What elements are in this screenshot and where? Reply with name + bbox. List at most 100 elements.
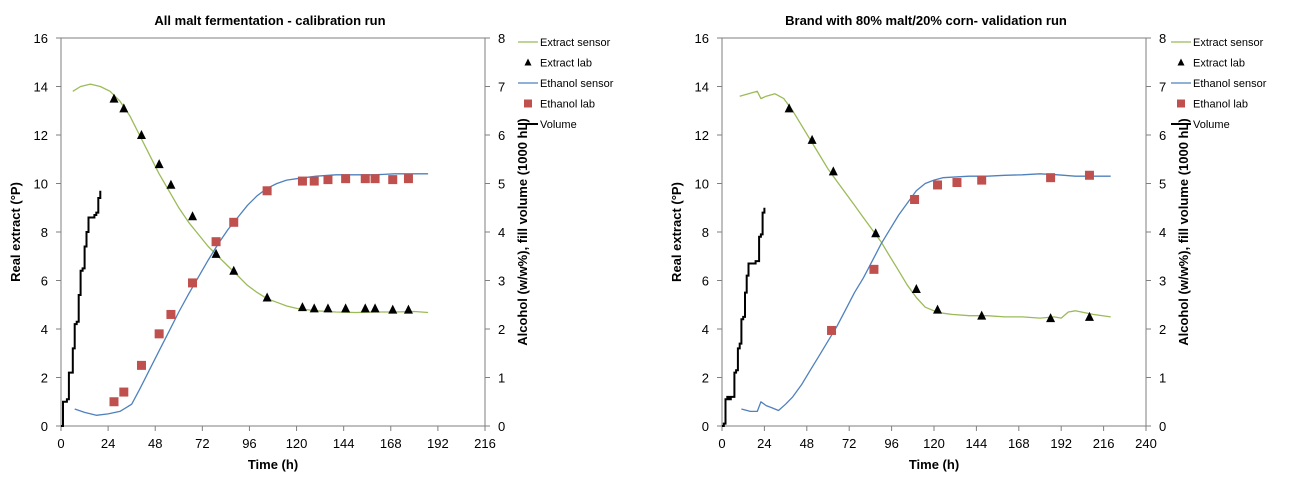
ethanol-lab-point [188, 278, 198, 288]
y2-axis-label: Alcohol (w/w%), fill volume (1000 hL) [515, 118, 530, 346]
x-tick-label: 24 [757, 436, 771, 451]
x-tick-label: 96 [884, 436, 898, 451]
series-ethanol-lab [109, 174, 413, 407]
legend-swatch-triangle [524, 58, 532, 66]
x-tick-label: 168 [1008, 436, 1030, 451]
chart-title: Brand with 80% malt/20% corn- validation… [785, 13, 1067, 28]
volume-line [722, 207, 766, 427]
y-tick-label: 14 [695, 80, 709, 95]
ethanol-lab-point [166, 309, 176, 319]
ethanol-lab-point [211, 237, 221, 247]
legend-label: Volume [1193, 119, 1230, 131]
x-tick-label: 240 [1135, 436, 1157, 451]
y-tick-label: 14 [34, 80, 48, 95]
y-tick-label: 2 [702, 371, 709, 386]
extract-lab-point [262, 292, 272, 302]
y2-tick-label: 5 [1159, 177, 1166, 192]
ethanol-lab-point [827, 325, 837, 335]
y2-tick-label: 2 [1159, 322, 1166, 337]
y2-axis-label: Alcohol (w/w%), fill volume (1000 hL) [1176, 118, 1191, 346]
extract-lab-point [828, 166, 838, 176]
legend-label: Ethanol sensor [1193, 78, 1267, 90]
ethanol-lab-point [910, 195, 920, 205]
x-tick-label: 0 [718, 436, 725, 451]
y2-tick-label: 0 [1159, 419, 1166, 434]
extract-lab-point [911, 283, 921, 293]
x-tick-label: 192 [427, 436, 449, 451]
ethanol-lab-point [1046, 173, 1056, 183]
y-tick-label: 4 [41, 322, 48, 337]
legend-label: Ethanol sensor [540, 78, 614, 90]
y-tick-label: 8 [702, 225, 709, 240]
legend-label: Extract lab [540, 58, 592, 70]
series-line [739, 90, 1111, 319]
legend: Extract sensor Extract lab Ethanol sensor E… [1171, 37, 1267, 131]
legend-swatch-square [1177, 99, 1185, 108]
y2-tick-label: 1 [1159, 371, 1166, 386]
extract-lab-point [933, 304, 943, 314]
ethanol-lab-point [229, 217, 239, 227]
y-tick-label: 4 [702, 322, 709, 337]
ethanol-lab-point [370, 174, 380, 184]
series-extract-lab [784, 103, 1094, 323]
series-ethanol-lab [827, 170, 1094, 335]
ethanol-lab-point [933, 180, 943, 190]
x-tick-label: 168 [380, 436, 402, 451]
chart-title: All malt fermentation - calibration run [154, 13, 385, 28]
y-tick-label: 10 [695, 177, 709, 192]
ethanol-lab-point [323, 175, 333, 185]
ethanol-lab-point [869, 264, 879, 274]
ethanol-lab-point [341, 174, 351, 184]
y-tick-label: 16 [34, 31, 48, 46]
y2-tick-label: 7 [498, 80, 505, 95]
y-tick-label: 2 [41, 371, 48, 386]
x-tick-label: 144 [333, 436, 355, 451]
ethanol-lab-point [136, 360, 146, 370]
x-tick-label: 48 [800, 436, 814, 451]
ethanol-lab-point [109, 397, 119, 407]
extract-lab-point [341, 303, 351, 313]
x-tick-label: 48 [148, 436, 162, 451]
y2-tick-label: 3 [498, 274, 505, 289]
extract-lab-point [784, 103, 794, 113]
y-tick-label: 10 [34, 177, 48, 192]
x-tick-label: 24 [101, 436, 115, 451]
ethanol-lab-point [309, 176, 319, 186]
legend-label: Extract lab [1193, 58, 1245, 70]
extract-lab-point [403, 304, 413, 314]
legend: Extract sensor Extract lab Ethanol sensor E… [518, 37, 614, 131]
plot-area [60, 37, 486, 427]
series-volume [722, 207, 766, 427]
plot-area [721, 37, 1147, 427]
series-extract-sensor [72, 83, 429, 314]
x-tick-label: 216 [1093, 436, 1115, 451]
series-line [72, 83, 429, 314]
extract-lab-point [360, 303, 370, 313]
x-tick-label: 120 [923, 436, 945, 451]
extract-lab-point [309, 303, 319, 313]
series-line [74, 173, 429, 416]
x-axis-label: Time (h) [909, 457, 959, 472]
extract-lab-point [109, 93, 119, 103]
y-axis-label: Real extract (°P) [669, 182, 684, 282]
extract-lab-point [136, 130, 146, 139]
extract-lab-point [1046, 313, 1056, 323]
ethanol-lab-point [403, 174, 413, 184]
series-ethanol-sensor [741, 173, 1111, 413]
x-tick-label: 144 [966, 436, 988, 451]
x-tick-label: 0 [57, 436, 64, 451]
y2-tick-label: 6 [1159, 128, 1166, 143]
ethanol-lab-point [388, 175, 398, 185]
extract-lab-point [388, 304, 398, 314]
extract-lab-point [871, 228, 881, 238]
extract-lab-point [297, 302, 307, 312]
chart-1: All malt fermentation - calibration run 0… [8, 13, 614, 472]
x-tick-label: 72 [842, 436, 856, 451]
series-line [741, 173, 1111, 413]
chart-2: Brand with 80% malt/20% corn- validation… [669, 13, 1267, 472]
y2-tick-label: 4 [1159, 225, 1166, 240]
ethanol-lab-point [952, 178, 962, 188]
legend-swatch-triangle [1177, 58, 1185, 66]
volume-line [61, 190, 102, 427]
y2-tick-label: 8 [498, 31, 505, 46]
